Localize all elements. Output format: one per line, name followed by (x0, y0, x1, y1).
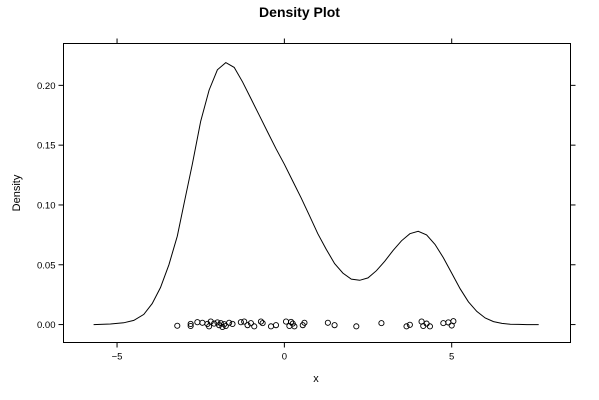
rug-point (403, 323, 410, 330)
density-curve (93, 61, 539, 326)
chart-title: Density Plot (259, 4, 340, 20)
rug-point (406, 321, 413, 328)
rug-point (426, 323, 433, 330)
rug-point (259, 320, 266, 327)
rug-point (331, 322, 338, 329)
x-tick-label: 5 (449, 352, 454, 363)
rug-point (217, 320, 224, 327)
rug-point (378, 320, 385, 327)
y-tick-label: 0.10 (37, 200, 56, 211)
y-tick-label: 0.20 (37, 81, 56, 92)
rug-point (324, 319, 331, 326)
rug-point (450, 318, 457, 325)
rug-point (226, 319, 233, 326)
rug-points (174, 318, 457, 331)
x-tick-label: 0 (282, 352, 287, 363)
density-series (93, 61, 539, 326)
rug-point (244, 322, 251, 329)
rug-point (272, 322, 280, 329)
y-tick-label: 0.15 (37, 141, 56, 152)
y-tick-label: 0.05 (37, 260, 56, 271)
rug-point (237, 319, 244, 326)
rug-point (207, 318, 214, 325)
rug-point (199, 319, 206, 326)
rug-point (353, 323, 360, 330)
plot-frame (63, 43, 571, 343)
rug-point (229, 320, 236, 328)
x-tick-label: −5 (112, 352, 123, 363)
rug-point (187, 320, 194, 328)
x-axis: −5 0 5 (112, 38, 454, 363)
rug-point (288, 318, 295, 325)
rug-point (440, 320, 447, 327)
y-axis-label: Density (11, 174, 23, 211)
y-axis: 0.00 0.05 0.10 0.15 0.20 (37, 81, 576, 331)
rug-point (187, 322, 194, 330)
x-axis-label: x (313, 373, 319, 385)
rug-point (257, 318, 264, 325)
rug-point (194, 319, 201, 326)
rug-point (445, 319, 452, 326)
rug-point (241, 318, 248, 325)
y-tick-label: 0.00 (37, 320, 56, 331)
rug-point (247, 320, 254, 327)
rug-point (291, 323, 298, 330)
rug-point (267, 323, 275, 330)
rug-point (251, 323, 258, 330)
rug-point (222, 322, 229, 330)
rug-point (301, 319, 308, 326)
rug-point (174, 322, 181, 329)
